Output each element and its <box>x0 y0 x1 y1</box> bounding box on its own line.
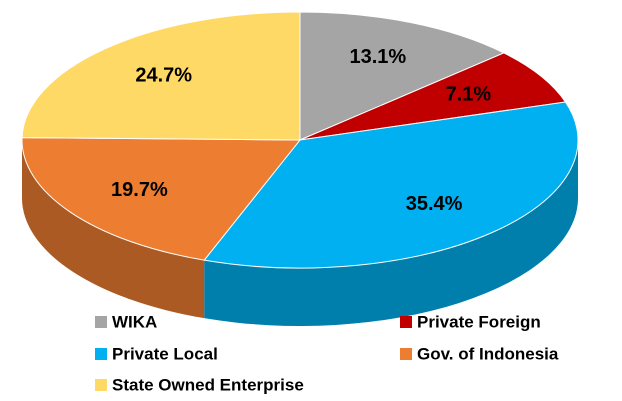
legend-swatch <box>95 316 107 328</box>
pie-slice <box>299 52 567 141</box>
pie-slice <box>21 11 301 141</box>
data-label: 7.1% <box>446 83 492 105</box>
legend-label: Private Local <box>112 344 218 363</box>
data-label: 13.1% <box>349 46 406 68</box>
pie-side <box>22 140 205 319</box>
data-label: 19.7% <box>111 179 168 201</box>
legend-label: Gov. of Indonesia <box>417 344 559 363</box>
pie-slice <box>21 137 302 261</box>
legend-swatch <box>400 348 412 360</box>
data-label: 24.7% <box>135 64 192 86</box>
legend-label: Private Foreign <box>417 312 541 331</box>
legend-swatch <box>95 379 107 391</box>
legend-label: WIKA <box>112 312 157 331</box>
legend-label: State Owned Enterprise <box>112 375 304 394</box>
legend-swatch <box>95 348 107 360</box>
pie-slice <box>299 11 506 141</box>
pie-side <box>204 140 579 326</box>
legend-swatch <box>400 316 412 328</box>
data-label: 35.4% <box>406 193 463 215</box>
